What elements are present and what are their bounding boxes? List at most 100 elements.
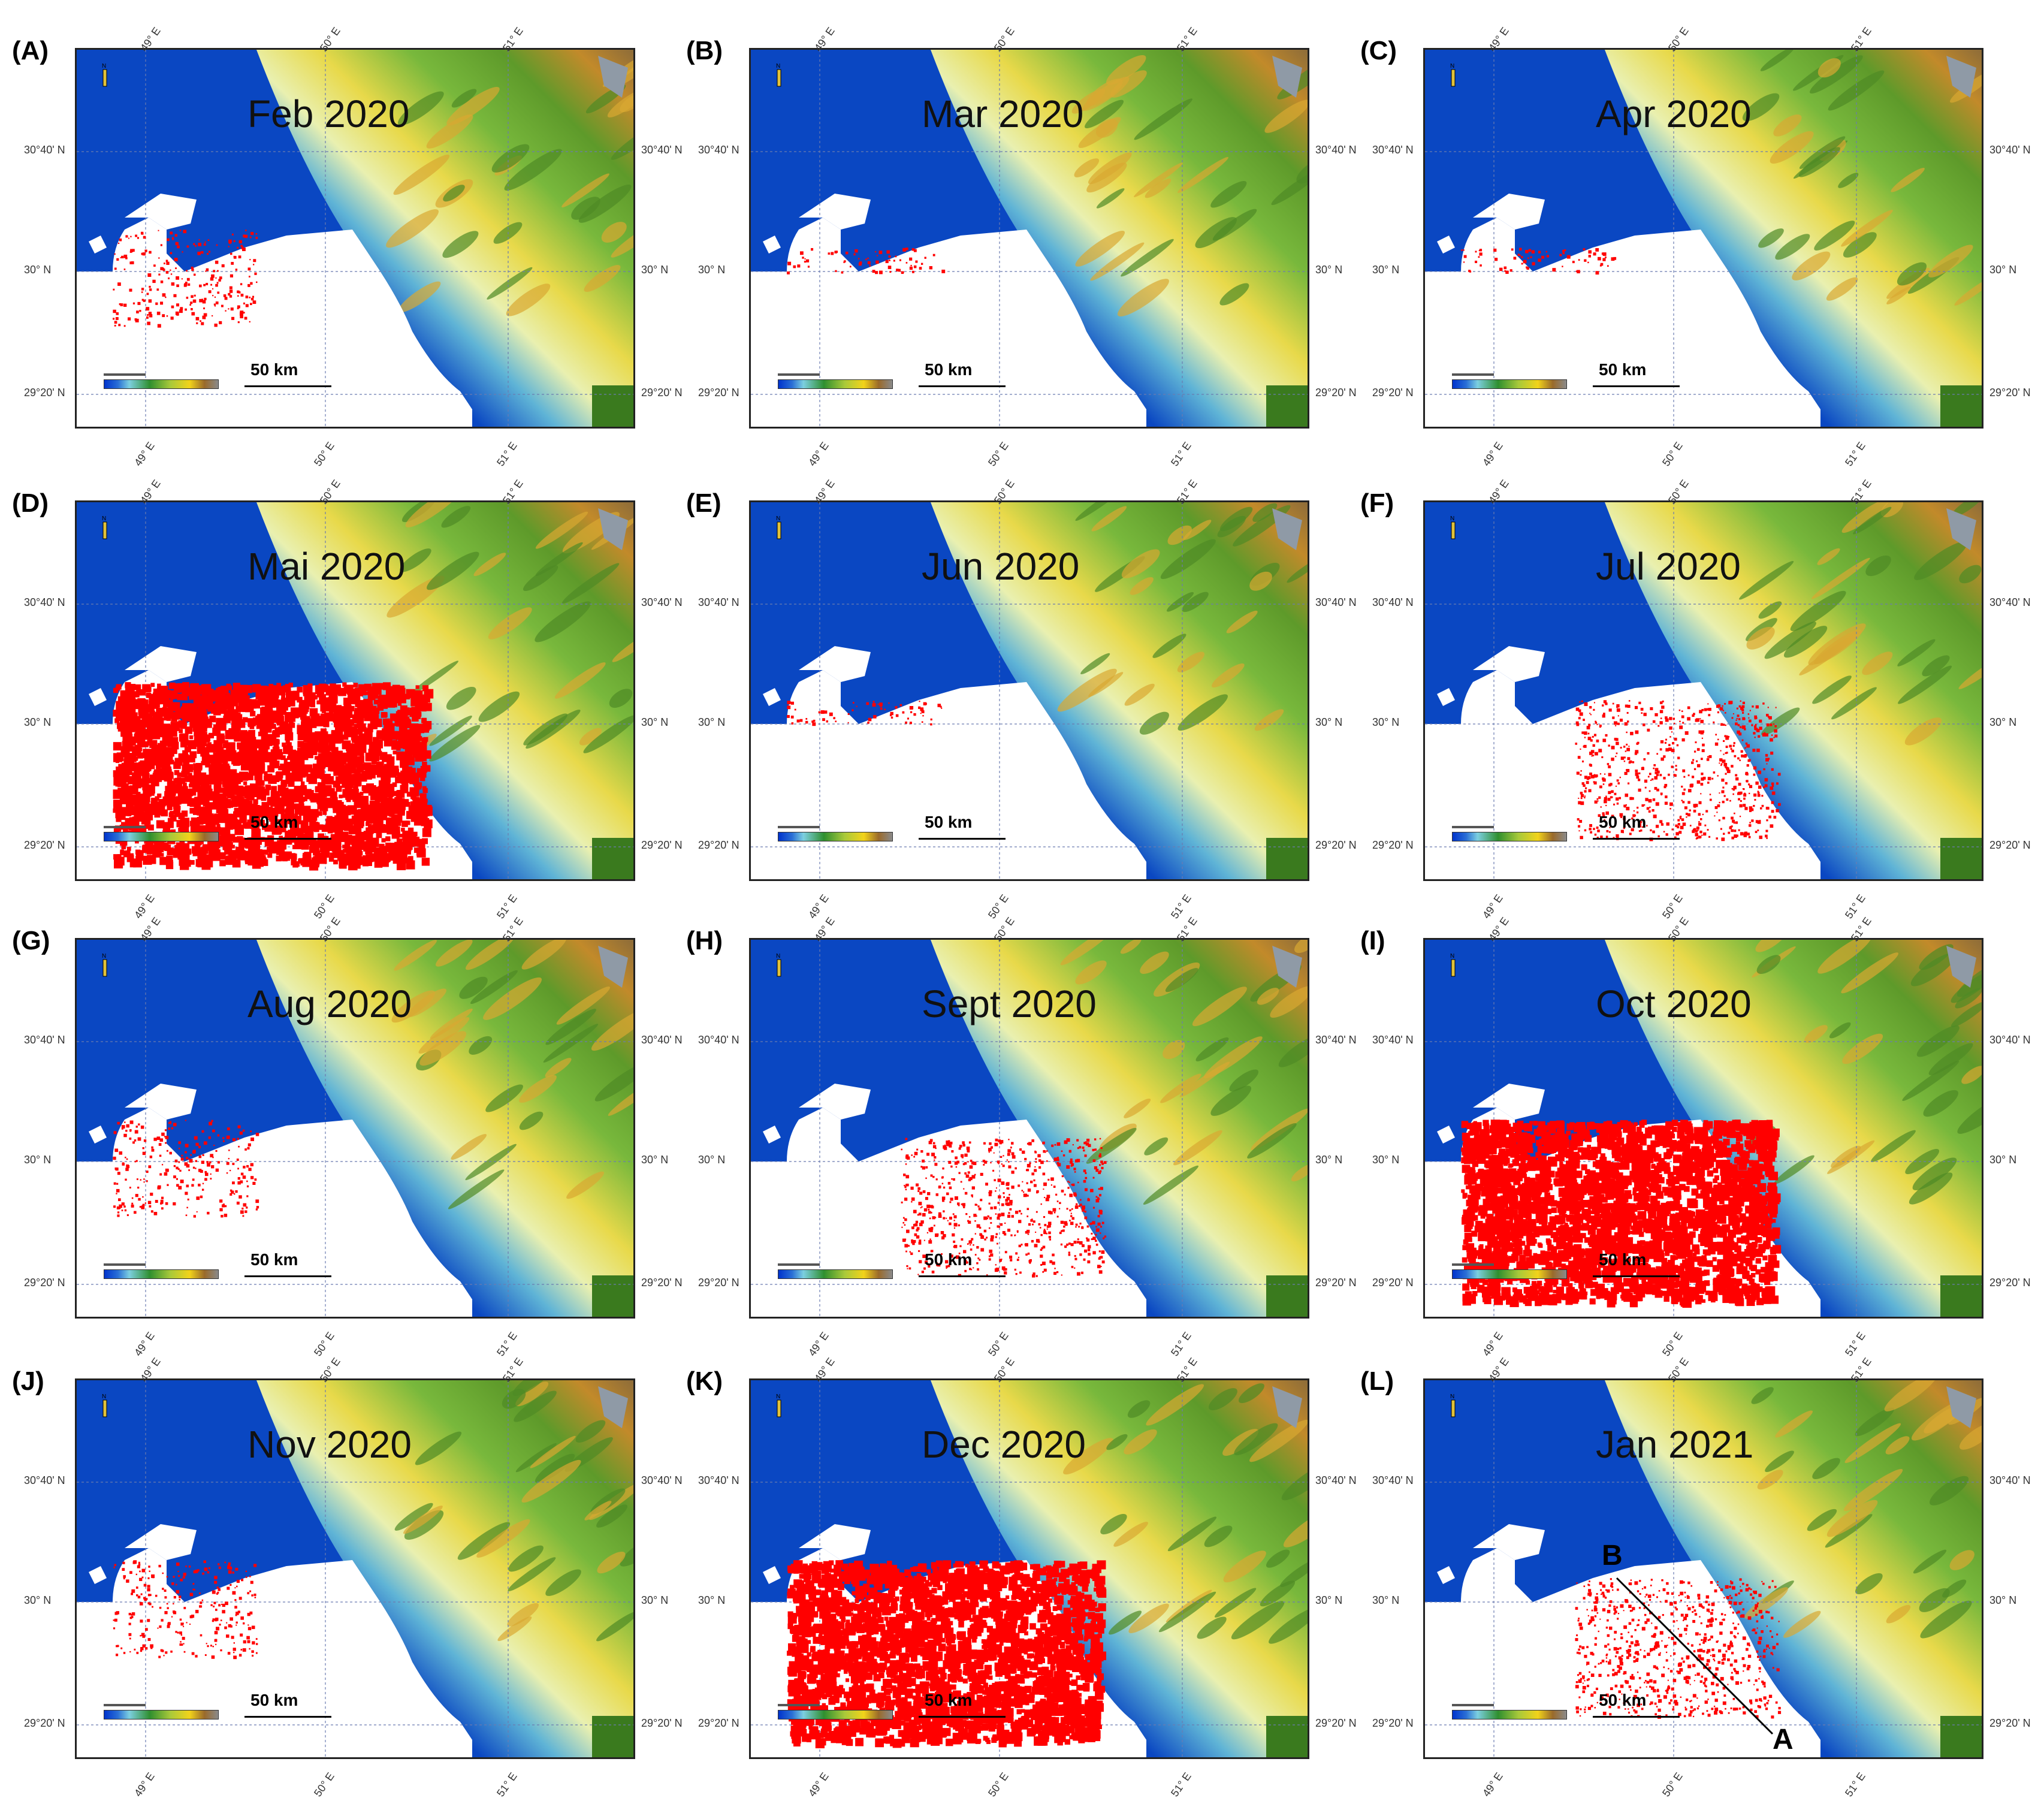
latitude-label: 29°20' N [1315, 1277, 1357, 1289]
latitude-label: 29°20' N [1372, 1277, 1414, 1289]
latitude-label: 30°40' N [641, 144, 683, 156]
longitude-label: 50° E [986, 1770, 1012, 1799]
latitude-label: 29°20' N [1315, 387, 1357, 399]
corner-land [1940, 838, 1983, 881]
north-arrow-icon: N [101, 62, 109, 87]
latitude-label: 29°20' N [24, 1717, 65, 1730]
scale-label: 50 km [250, 360, 298, 379]
latitude-label: 29°20' N [24, 839, 65, 852]
latitude-label: 30° N [698, 1594, 725, 1607]
latitude-label: 29°20' N [641, 387, 683, 399]
latitude-label: 30° N [698, 264, 725, 276]
scale-bar [919, 1716, 1006, 1718]
corner-land [1266, 385, 1309, 429]
elevation-legend [778, 1263, 892, 1284]
longitude-label: 51° E [1169, 440, 1194, 469]
elevation-legend [1452, 1704, 1566, 1724]
latitude-label: 30°40' N [698, 1474, 739, 1487]
latitude-label: 29°20' N [698, 1717, 739, 1730]
latitude-label: 29°20' N [1372, 1717, 1414, 1730]
latitude-label: 30°40' N [1989, 144, 2031, 156]
latitude-label: 30°40' N [24, 596, 65, 609]
elevation-legend [1452, 1263, 1566, 1284]
latitude-label: 30° N [1372, 264, 1399, 276]
panel-label: (F) [1360, 488, 1394, 518]
longitude-label: 50° E [1660, 1770, 1686, 1799]
latitude-label: 30° N [24, 1154, 51, 1166]
scale-bar [919, 1275, 1006, 1277]
latitude-label: 29°20' N [641, 1717, 683, 1730]
latitude-label: 30°40' N [24, 144, 65, 156]
latitude-label: 30°40' N [641, 1474, 683, 1487]
svg-text:N: N [776, 515, 780, 522]
latitude-label: 30° N [698, 1154, 725, 1166]
longitude-label: 51° E [1843, 440, 1868, 469]
profile-end-label: A [1773, 1723, 1794, 1756]
profile-start-label: B [1602, 1539, 1623, 1572]
corner-land [592, 838, 635, 881]
latitude-label: 30°40' N [641, 1034, 683, 1046]
north-arrow-icon: N [1449, 514, 1457, 539]
latitude-label: 30° N [1315, 1594, 1342, 1607]
longitude-label: 50° E [986, 440, 1012, 469]
scale-label: 50 km [1599, 360, 1646, 379]
latitude-label: 30°40' N [698, 144, 739, 156]
scale-label: 50 km [250, 1250, 298, 1269]
latitude-label: 30° N [24, 264, 51, 276]
longitude-label: 51° E [1169, 1770, 1194, 1799]
scale-bar [919, 838, 1006, 840]
panel-label: (J) [12, 1366, 44, 1396]
longitude-label: 51° E [494, 1770, 520, 1799]
longitude-label: 49° E [806, 440, 832, 469]
corner-land [1940, 1716, 1983, 1759]
latitude-label: 30°40' N [1372, 144, 1414, 156]
scale-label: 50 km [925, 360, 972, 379]
latitude-label: 30° N [1315, 264, 1342, 276]
panel-label: (G) [12, 926, 50, 956]
longitude-label: 51° E [1169, 1330, 1194, 1359]
longitude-label: 51° E [494, 440, 520, 469]
latitude-label: 29°20' N [1989, 839, 2031, 852]
latitude-label: 29°20' N [24, 1277, 65, 1289]
corner-land [592, 385, 635, 429]
elevation-legend [104, 373, 218, 394]
elevation-legend [778, 1704, 892, 1724]
latitude-label: 30° N [24, 1594, 51, 1607]
latitude-label: 30°40' N [1989, 1034, 2031, 1046]
scale-bar [1593, 385, 1680, 387]
latitude-label: 30° N [1315, 1154, 1342, 1166]
latitude-label: 29°20' N [1372, 839, 1414, 852]
elevation-legend [104, 1704, 218, 1724]
latitude-label: 30°40' N [1372, 1034, 1414, 1046]
north-arrow-icon: N [775, 62, 783, 87]
corner-land [592, 1716, 635, 1759]
scale-bar [1593, 838, 1680, 840]
elevation-legend [778, 373, 892, 394]
panel-label: (H) [686, 926, 723, 956]
latitude-label: 30° N [641, 716, 668, 729]
panel-label: (B) [686, 36, 723, 66]
scale-bar [244, 1275, 331, 1277]
svg-text:N: N [102, 953, 106, 960]
latitude-label: 30° N [1989, 264, 2016, 276]
north-arrow-icon: N [775, 1392, 783, 1417]
latitude-label: 30° N [1989, 1594, 2016, 1607]
month-title: Nov 2020 [247, 1422, 412, 1467]
longitude-label: 51° E [494, 1330, 520, 1359]
latitude-label: 30°40' N [1315, 1034, 1357, 1046]
latitude-label: 30°40' N [698, 1034, 739, 1046]
month-title: Jun 2020 [922, 544, 1079, 589]
latitude-label: 30° N [24, 716, 51, 729]
corner-land [592, 1275, 635, 1319]
north-arrow-icon: N [1449, 1392, 1457, 1417]
